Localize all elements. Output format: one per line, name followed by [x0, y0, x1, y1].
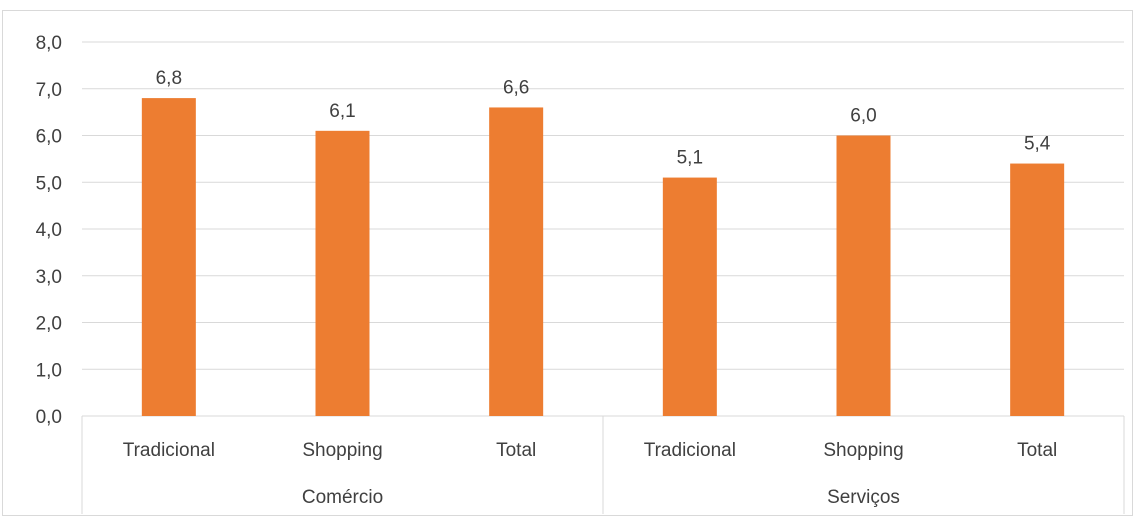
y-tick-label: 3,0 — [36, 267, 62, 288]
y-tick-label: 1,0 — [36, 360, 62, 381]
x-category-label: Tradicional — [123, 440, 215, 461]
bar — [489, 107, 544, 416]
data-label: 5,1 — [677, 148, 703, 169]
y-tick-label: 5,0 — [36, 173, 62, 194]
x-category-label: Total — [496, 440, 536, 461]
data-label: 5,4 — [1024, 134, 1051, 155]
y-tick-label: 7,0 — [36, 80, 62, 101]
y-tick-label: 6,0 — [36, 127, 62, 148]
bar — [662, 177, 717, 416]
x-category-label: Shopping — [823, 440, 903, 461]
x-category-label: Total — [1017, 440, 1057, 461]
data-label: 6,1 — [329, 101, 355, 122]
x-category-label: Tradicional — [644, 440, 736, 461]
bar — [141, 98, 196, 416]
x-group-label: Comércio — [302, 487, 383, 508]
bar — [315, 130, 370, 416]
data-label: 6,8 — [156, 68, 182, 89]
data-label: 6,0 — [850, 106, 876, 127]
y-tick-label: 4,0 — [36, 220, 62, 241]
bar — [836, 135, 891, 416]
x-group-label: Serviços — [827, 487, 900, 508]
y-tick-label: 2,0 — [36, 314, 62, 335]
x-category-label: Shopping — [302, 440, 382, 461]
y-tick-label: 8,0 — [36, 33, 62, 54]
y-tick-label: 0,0 — [36, 407, 62, 428]
data-label: 6,6 — [503, 77, 529, 98]
bar — [1010, 163, 1065, 416]
